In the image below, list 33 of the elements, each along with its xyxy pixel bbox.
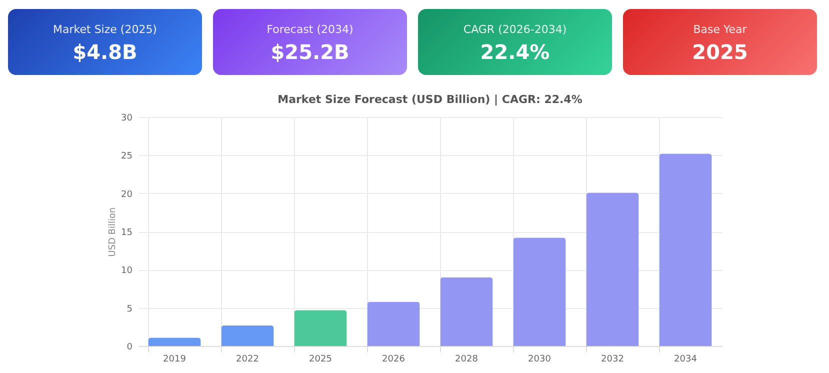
text: 22.4% [479, 39, 551, 65]
x-tick-label: 2034 [674, 354, 698, 364]
text: CAGR (2026-2034) [462, 23, 568, 37]
text: Market Size (2025) [52, 23, 158, 37]
y-tick-label: 30 [121, 114, 133, 124]
x-tick-label: 2019 [163, 354, 186, 364]
bar [367, 302, 420, 346]
bar [659, 154, 712, 346]
y-tick-label: 25 [121, 152, 132, 162]
y-tick-label: 20 [121, 190, 133, 200]
bar [148, 338, 201, 346]
text: $25.2B [270, 39, 350, 65]
text: $4.8B [72, 39, 138, 65]
x-tick-label: 2025 [309, 354, 332, 364]
y-axis-title: USD Billion [108, 207, 118, 257]
bar [221, 325, 274, 346]
chart-title: Market Size Forecast (USD Billion) | CAGR: 22.4% [278, 93, 582, 106]
x-tick-label: 2028 [455, 354, 478, 364]
bar [586, 192, 639, 346]
bar [294, 310, 347, 346]
y-tick-label: 5 [126, 304, 132, 314]
text: Base Year [692, 23, 748, 37]
text: 2025 [691, 39, 749, 65]
x-tick-label: 2022 [236, 354, 259, 364]
text: Forecast (2034) [266, 23, 354, 37]
y-tick-label: 10 [121, 266, 133, 276]
y-tick-label: 0 [126, 342, 133, 352]
y-tick-label: 15 [121, 228, 132, 238]
x-tick-label: 2026 [382, 354, 406, 364]
x-tick-label: 2030 [528, 354, 552, 364]
bar [440, 277, 493, 346]
x-tick-label: 2032 [601, 354, 624, 364]
bar [513, 238, 566, 346]
